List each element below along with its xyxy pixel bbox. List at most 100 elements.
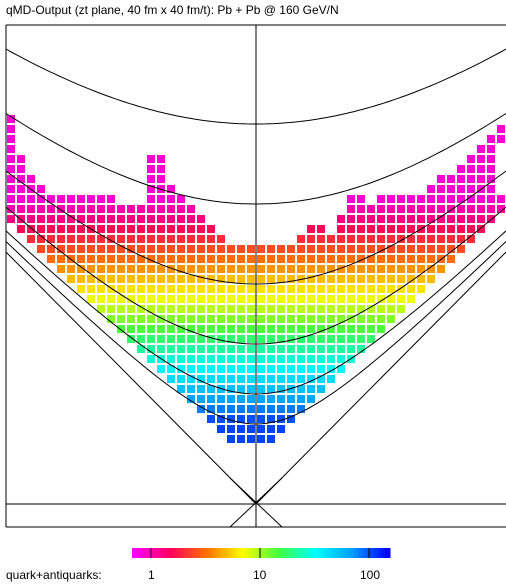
proper-time-hyperbola [5,230,506,395]
heatmap-cell [167,285,175,293]
heatmap-cell [157,215,165,223]
heatmap-cell [97,245,105,253]
heatmap-cell [307,275,315,283]
colorbar-swatch [172,548,177,558]
heatmap-cell [297,315,305,323]
heatmap-cell [117,205,125,213]
heatmap-cell [147,245,155,253]
colorbar-label: quark+antiquarks: [6,568,102,582]
heatmap-cell [237,315,245,323]
heatmap-cell [77,255,85,263]
heatmap-cell [327,365,335,373]
heatmap-cell [77,235,85,243]
heatmap-cell [347,205,355,213]
heatmap-cell [257,285,265,293]
heatmap-cell [247,425,255,433]
heatmap-cell [287,405,295,413]
heatmap-cell [227,395,235,403]
heatmap-cell [177,355,185,363]
heatmap-cell [267,255,275,263]
heatmap-cell [387,265,395,273]
heatmap-cell [157,315,165,323]
heatmap-cell [337,355,345,363]
heatmap-cell [377,275,385,283]
heatmap-cell [157,265,165,273]
heatmap-cell [247,405,255,413]
heatmap-cell [357,305,365,313]
heatmap-cell [387,245,395,253]
heatmap-cell [347,285,355,293]
colorbar-swatch [148,548,153,558]
heatmap-cell [47,245,55,253]
heatmap-cell [67,195,75,203]
heatmap-cell [477,165,485,173]
heatmap-cell [117,275,125,283]
heatmap-cell [147,335,155,343]
heatmap-cell [277,365,285,373]
heatmap-cell [307,335,315,343]
heatmap-cell [237,255,245,263]
heatmap-cell [367,235,375,243]
heatmap-cell [297,305,305,313]
heatmap-cell [377,205,385,213]
heatmap-cell [187,365,195,373]
heatmap-cell [447,235,455,243]
heatmap-cell [217,245,225,253]
heatmap-cell [347,195,355,203]
heatmap-cell [187,305,195,313]
heatmap-cell [217,325,225,333]
heatmap-cell [267,355,275,363]
heatmap-cell [387,305,395,313]
heatmap-cell [397,235,405,243]
heatmap-cell [177,245,185,253]
heatmap-cell [277,275,285,283]
heatmap-cell [267,415,275,423]
heatmap-cell [227,335,235,343]
heatmap-cell [37,195,45,203]
heatmap-cell [477,175,485,183]
heatmap-cell [407,245,415,253]
heatmap-cell [167,215,175,223]
heatmap-cell [327,325,335,333]
heatmap-cell [237,295,245,303]
heatmap-cell [487,155,495,163]
heatmap-cell [337,325,345,333]
heatmap-cell [217,415,225,423]
heatmap-cell [157,255,165,263]
proper-time-hyperbola [5,170,506,285]
heatmap-cell [317,225,325,233]
heatmap-cell [247,415,255,423]
colorbar-swatch [277,548,282,558]
colorbar-swatch [325,548,331,558]
colorbar-swatch [152,548,157,558]
heatmap-cell [227,275,235,283]
heatmap-cell [57,205,65,213]
heatmap-cell [387,215,395,223]
heatmap-cell [207,235,215,243]
heatmap-cell [57,225,65,233]
heatmap-cell [287,255,295,263]
heatmap-cell [267,435,275,443]
heatmap-cell [7,185,15,193]
heatmap-cell [167,265,175,273]
heatmap-cell [447,245,455,253]
heatmap-cell [207,395,215,403]
heatmap-cell [227,435,235,443]
heatmap-cell [487,195,495,203]
heatmap-cell [217,255,225,263]
heatmap-cell [377,225,385,233]
heatmap-cell [317,235,325,243]
heatmap-cell [207,385,215,393]
heatmap-cell [277,325,285,333]
colorbar-swatch [261,548,266,558]
heatmap-cell [417,205,425,213]
heatmap-cell [467,195,475,203]
heatmap-cell [187,345,195,353]
colorbar-swatch [329,548,335,558]
heatmap-cell [167,255,175,263]
heatmap-cell [267,385,275,393]
heatmap-cell [17,155,25,163]
heatmap-cell [207,345,215,353]
heatmap-cell [247,375,255,383]
